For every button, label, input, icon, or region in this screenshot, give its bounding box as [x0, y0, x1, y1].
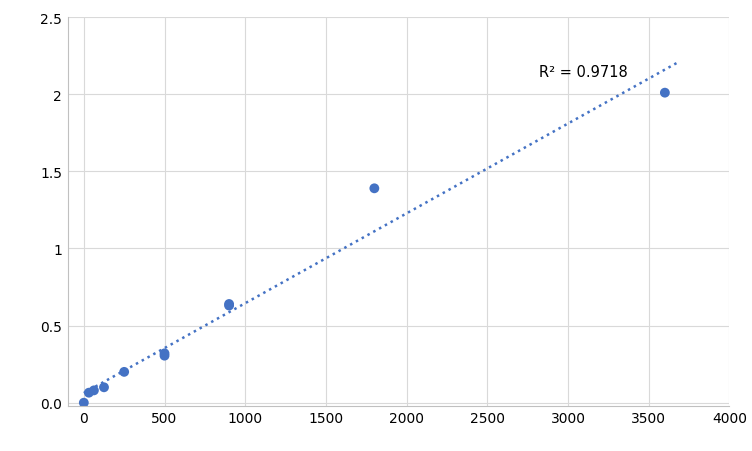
Point: [77, 399, 89, 406]
Point: [88, 387, 100, 394]
Point: [98, 384, 110, 391]
Point: [368, 185, 381, 193]
Point: [159, 350, 171, 357]
Point: [223, 301, 235, 308]
Point: [159, 352, 171, 359]
Point: [83, 389, 95, 396]
Text: R² = 0.9718: R² = 0.9718: [539, 64, 628, 79]
Point: [223, 302, 235, 309]
Point: [118, 368, 130, 376]
Point: [659, 90, 671, 97]
